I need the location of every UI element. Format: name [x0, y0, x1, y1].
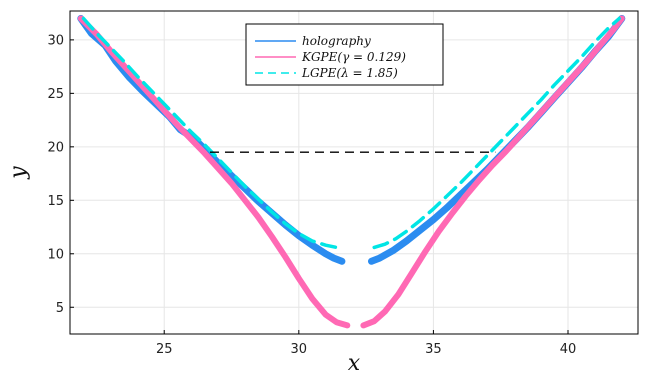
- y-tick-label: 10: [47, 247, 64, 262]
- y-tick-label: 25: [47, 87, 64, 102]
- series-layer: [77, 15, 626, 329]
- legend-label: holography: [302, 34, 371, 48]
- x-axis-title: x: [348, 351, 361, 373]
- x-tick-label: 35: [425, 342, 442, 357]
- series-line-2: [360, 15, 625, 329]
- y-tick-label: 5: [56, 301, 64, 316]
- x-tick-label: 25: [156, 342, 173, 357]
- legend-label: KGPE(γ = 0.129): [301, 50, 406, 64]
- y-tick-label: 30: [47, 33, 64, 48]
- x-tick-label: 30: [291, 342, 308, 357]
- legend-label: LGPE(λ = 1.85): [301, 66, 398, 80]
- series-line-1: [77, 15, 346, 265]
- ticks: 25 30 35 40 5 10 15 20 25 30: [47, 33, 576, 357]
- series-line-2: [77, 15, 351, 329]
- series-line-3: [372, 16, 621, 250]
- legend-box: [245, 23, 444, 86]
- y-tick-label: 15: [47, 194, 64, 209]
- y-axis-title: y: [6, 166, 31, 180]
- y-tick-label: 20: [47, 140, 64, 155]
- x-tick-label: 40: [560, 342, 577, 357]
- legend: holography KGPE(γ = 0.129) LGPE(λ = 1.85): [245, 23, 444, 86]
- plot-frame: [69, 10, 639, 335]
